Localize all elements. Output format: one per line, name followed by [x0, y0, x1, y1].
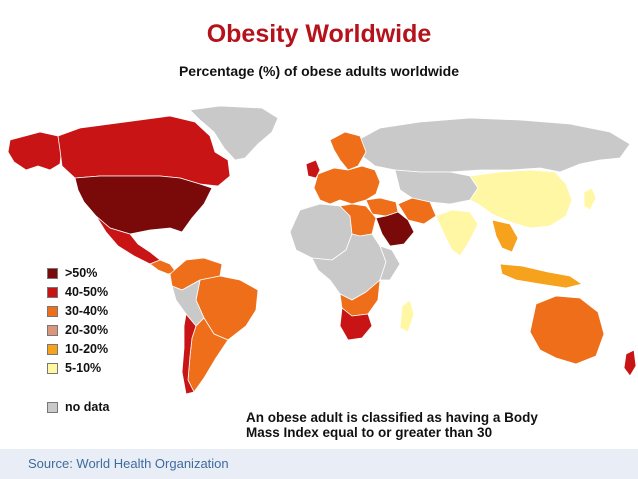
region-greenland — [189, 105, 279, 161]
region-australia — [529, 295, 605, 365]
map-title: Obesity Worldwide — [206, 20, 432, 48]
legend-swatch — [47, 305, 58, 317]
legend-swatch — [47, 401, 58, 413]
legend-label: 5-10% — [65, 361, 102, 375]
region-madagascar — [399, 299, 415, 333]
note-line: An obese adult is classified as having a… — [246, 410, 538, 425]
legend-label: 10-20% — [65, 342, 109, 356]
legend-label: no data — [65, 400, 110, 414]
region-india — [435, 209, 479, 257]
region-chile — [181, 313, 197, 395]
region-alaska — [7, 131, 63, 171]
region-north-africa — [289, 203, 353, 261]
region-east-africa — [379, 245, 401, 281]
legend-swatch — [47, 343, 58, 355]
region-indonesia — [499, 263, 583, 289]
region-japan — [583, 187, 597, 211]
region-southeast-asia — [491, 219, 519, 253]
region-central-asia — [394, 169, 479, 205]
legend-item: 5-10% — [47, 360, 101, 376]
region-usa — [74, 175, 213, 235]
region-europe — [313, 165, 381, 205]
source-credit: Source: World Health Organization — [28, 456, 229, 471]
region-new-zealand — [623, 349, 637, 377]
legend-item: 20-30% — [47, 322, 108, 338]
legend-swatch — [47, 286, 58, 298]
region-china — [469, 169, 573, 229]
note-line: Mass Index equal to or greater than 30 — [246, 425, 493, 440]
world-map — [7, 105, 637, 395]
legend-label: 30-40% — [65, 304, 109, 318]
legend-label: 40-50% — [65, 285, 109, 299]
legend-swatch — [47, 362, 58, 374]
legend-label: >50% — [65, 266, 98, 280]
legend-swatch — [47, 267, 58, 279]
legend-item: 10-20% — [47, 341, 108, 357]
source-bar — [0, 449, 638, 479]
map-subtitle: Percentage (%) of obese adults worldwide — [178, 63, 460, 79]
region-arabia — [375, 211, 415, 247]
region-uk — [305, 159, 321, 179]
legend-item-no-data: no data — [47, 399, 109, 415]
legend-swatch — [47, 324, 58, 336]
legend-item: >50% — [47, 265, 97, 281]
legend-label: 20-30% — [65, 323, 109, 337]
region-russia — [357, 117, 631, 173]
region-scandinavia — [329, 131, 367, 171]
legend-item: 40-50% — [47, 284, 108, 300]
region-canada — [57, 115, 231, 187]
bmi-note: An obese adult is classified as having a… — [246, 410, 576, 440]
region-south-africa — [339, 307, 373, 341]
legend-item: 30-40% — [47, 303, 108, 319]
